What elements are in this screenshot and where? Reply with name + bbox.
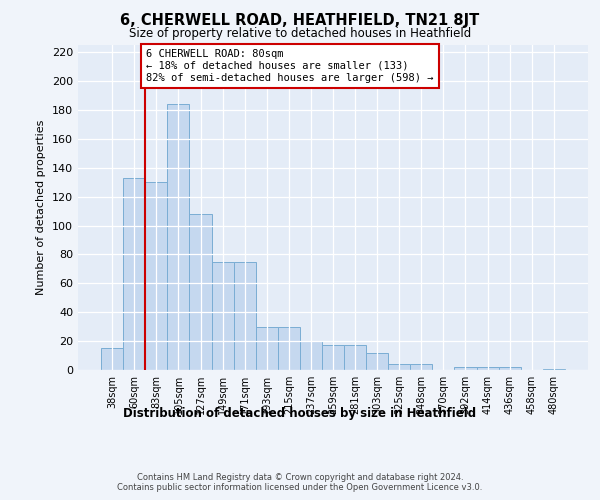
Bar [366, 352, 388, 370]
Bar [145, 182, 167, 370]
Text: 6, CHERWELL ROAD, HEATHFIELD, TN21 8JT: 6, CHERWELL ROAD, HEATHFIELD, TN21 8JT [121, 12, 479, 28]
Bar [543, 368, 565, 370]
Bar [410, 364, 433, 370]
Text: 6 CHERWELL ROAD: 80sqm
← 18% of detached houses are smaller (133)
82% of semi-de: 6 CHERWELL ROAD: 80sqm ← 18% of detached… [146, 50, 434, 82]
Bar [256, 326, 278, 370]
Bar [233, 262, 256, 370]
Bar [388, 364, 410, 370]
Y-axis label: Number of detached properties: Number of detached properties [37, 120, 46, 295]
Text: Contains HM Land Registry data © Crown copyright and database right 2024.: Contains HM Land Registry data © Crown c… [137, 474, 463, 482]
Bar [344, 346, 366, 370]
Bar [167, 104, 190, 370]
Bar [123, 178, 145, 370]
Bar [454, 367, 476, 370]
Bar [101, 348, 123, 370]
Bar [278, 326, 300, 370]
Bar [476, 367, 499, 370]
Text: Distribution of detached houses by size in Heathfield: Distribution of detached houses by size … [124, 408, 476, 420]
Bar [190, 214, 212, 370]
Text: Contains public sector information licensed under the Open Government Licence v3: Contains public sector information licen… [118, 484, 482, 492]
Bar [300, 341, 322, 370]
Bar [322, 346, 344, 370]
Text: Size of property relative to detached houses in Heathfield: Size of property relative to detached ho… [129, 28, 471, 40]
Bar [499, 367, 521, 370]
Bar [212, 262, 233, 370]
